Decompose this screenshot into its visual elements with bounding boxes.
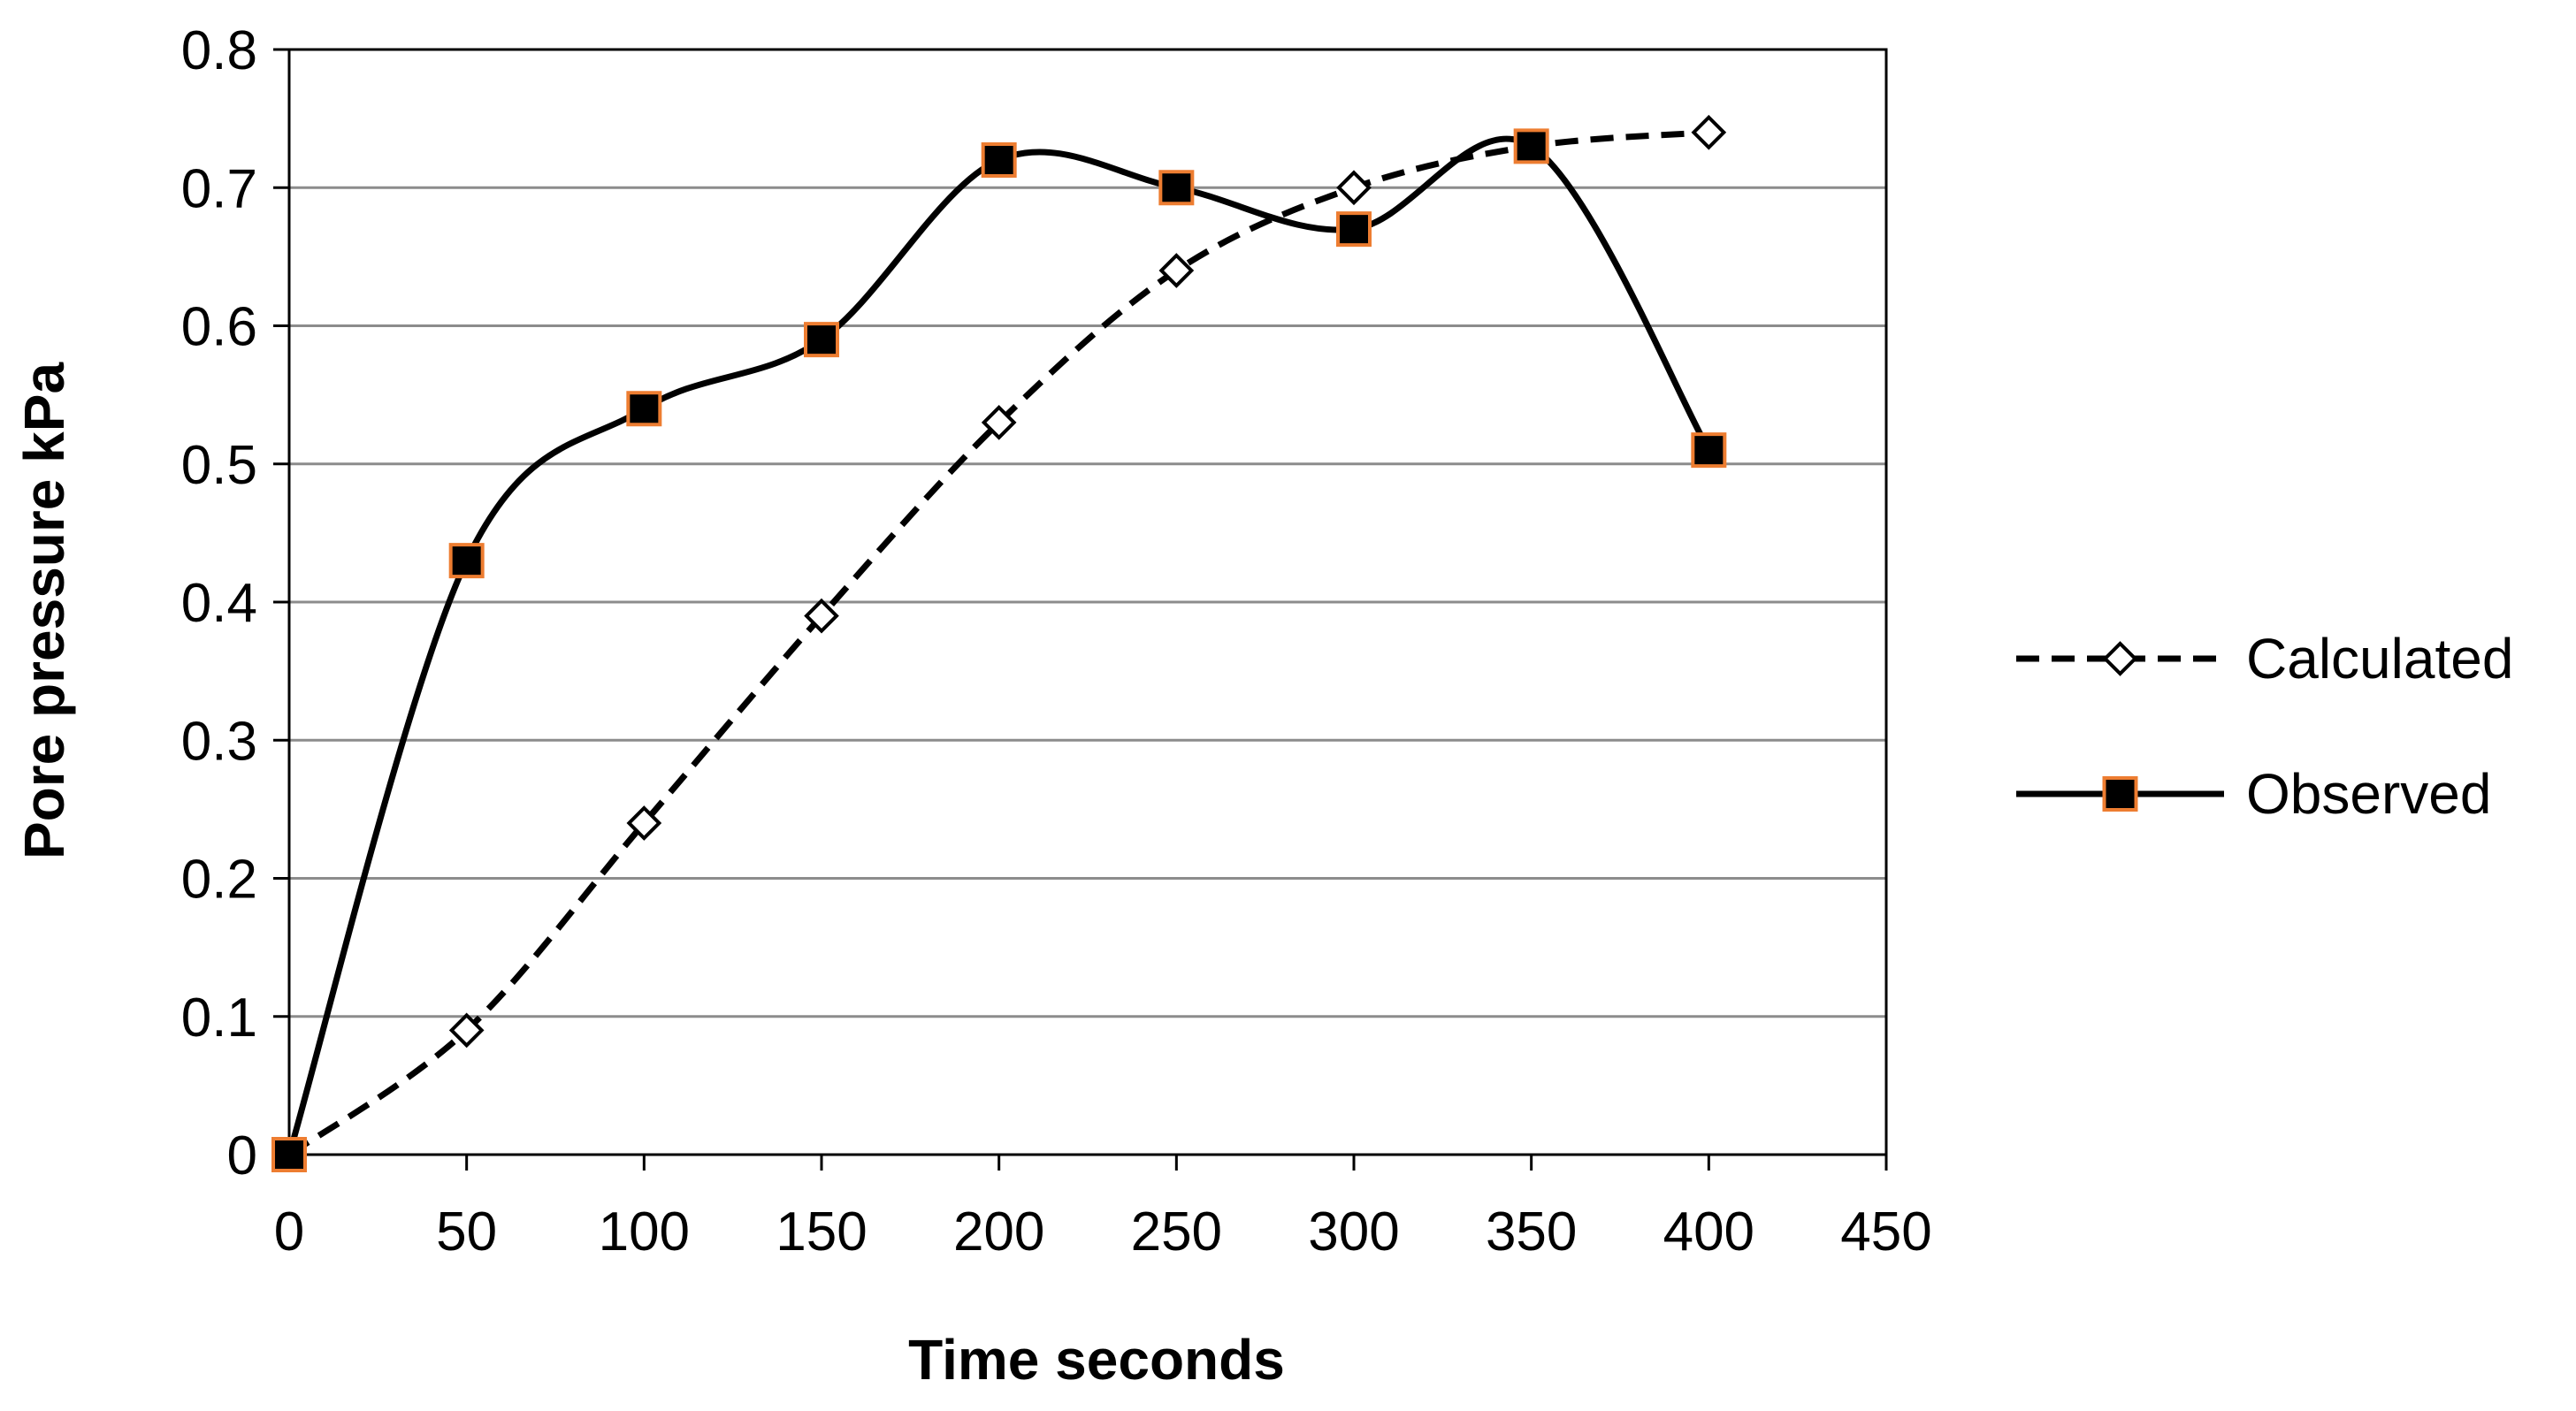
y-tick-label: 0.1 [181,988,257,1049]
x-tick-label: 350 [1486,1201,1577,1262]
y-tick-label: 0.4 [181,573,257,634]
series-observed [271,128,1727,1172]
x-tick-label: 50 [436,1201,497,1262]
data-point-observed [981,142,1017,178]
y-tick-label: 0.7 [181,158,257,219]
legend-entry-observed: Observed [2016,762,2491,826]
y-tick-label: 0 [227,1125,257,1186]
data-point-calculated [981,405,1017,440]
x-tick-label: 400 [1663,1201,1754,1262]
x-tick-label: 0 [274,1201,304,1262]
y-tick-label: 0.5 [181,435,257,496]
y-axis: 0 0.1 0.2 0.3 0.4 0.5 0.6 0.7 0.8 [181,20,289,1186]
y-tick-label: 0.2 [181,850,257,911]
data-point-observed [626,391,662,427]
data-point-observed [804,322,839,358]
data-point-calculated [1691,114,1727,150]
series-calculated [271,114,1727,1172]
legend-entry-calculated: Calculated [2016,627,2513,690]
series-line-observed [286,135,1712,1156]
x-axis-title: Time seconds [908,1328,1285,1392]
legend-label-calculated: Calculated [2246,627,2513,690]
x-tick-label: 100 [599,1201,690,1262]
data-point-calculated [1158,253,1195,288]
data-point-calculated [804,598,839,634]
data-point-observed [1691,432,1727,469]
data-point-calculated [1336,170,1372,206]
data-point-calculated [626,805,662,841]
legend: Calculated Observed [2016,627,2513,826]
y-tick-label: 0.8 [181,20,257,81]
x-tick-label: 250 [1131,1201,1222,1262]
data-point-observed [1158,170,1195,206]
legend-marker-observed-icon [2102,776,2138,812]
y-tick-label: 0.3 [181,711,257,772]
y-axis-title: Pore pressure kPa [12,362,76,860]
data-point-observed [1513,128,1549,164]
data-point-observed [448,543,485,579]
x-tick-label: 300 [1308,1201,1399,1262]
x-axis: 0 50 100 150 200 250 300 350 400 450 [274,1155,1932,1262]
gridlines [289,186,1886,1018]
series-line-calculated [287,129,1709,1157]
series [271,114,1727,1172]
y-tick-label: 0.6 [181,297,257,358]
x-tick-label: 200 [953,1201,1044,1262]
x-tick-label: 150 [776,1201,867,1262]
legend-marker-calculated-icon [2102,641,2138,676]
data-point-observed [1336,211,1372,248]
data-point-observed [271,1137,307,1172]
x-tick-label: 450 [1840,1201,1931,1262]
data-point-calculated [448,1012,485,1049]
legend-label-observed: Observed [2246,762,2491,826]
